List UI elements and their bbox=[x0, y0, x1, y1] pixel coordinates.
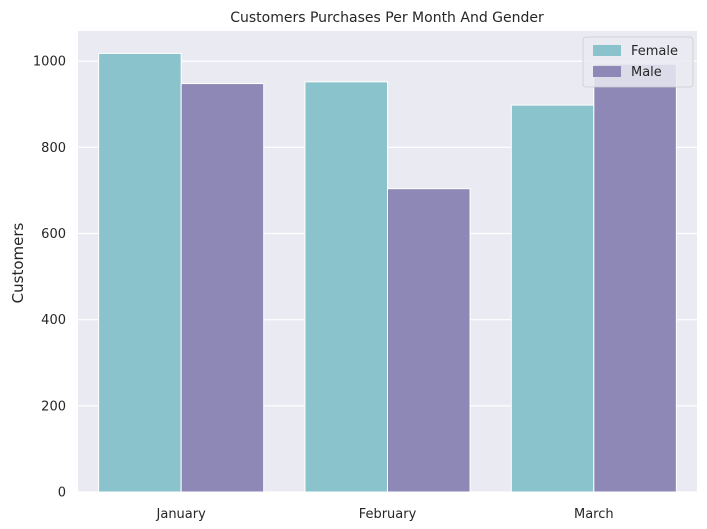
bar-male-february bbox=[387, 188, 471, 493]
bar-male-january bbox=[180, 83, 265, 493]
chart-title: Customers Purchases Per Month And Gender bbox=[230, 10, 544, 26]
legend-label-female: Female bbox=[631, 44, 678, 59]
y-tick-label: 400 bbox=[41, 313, 66, 328]
x-tick-labels: January February March bbox=[156, 507, 614, 522]
bar-female-january bbox=[98, 52, 182, 493]
bar-female-march bbox=[510, 104, 595, 493]
legend-label-male: Male bbox=[631, 65, 662, 80]
y-tick-label: 0 bbox=[58, 486, 66, 501]
x-tick-label: January bbox=[156, 507, 207, 522]
legend-swatch-female bbox=[593, 45, 621, 56]
legend-swatch-male bbox=[593, 66, 621, 77]
y-tick-label: 600 bbox=[41, 227, 66, 242]
y-tick-label: 1000 bbox=[33, 55, 66, 70]
x-tick-label: February bbox=[359, 507, 417, 522]
legend: Female Male bbox=[582, 36, 694, 88]
bar-male-march bbox=[593, 63, 677, 493]
y-tick-label: 200 bbox=[41, 399, 66, 414]
x-tick-label: March bbox=[574, 507, 614, 522]
bars bbox=[98, 52, 677, 493]
y-axis-label: Customers bbox=[9, 222, 27, 303]
bar-female-february bbox=[304, 81, 389, 493]
y-tick-labels: 0 200 400 600 800 1000 bbox=[33, 55, 66, 501]
y-tick-label: 800 bbox=[41, 141, 66, 156]
